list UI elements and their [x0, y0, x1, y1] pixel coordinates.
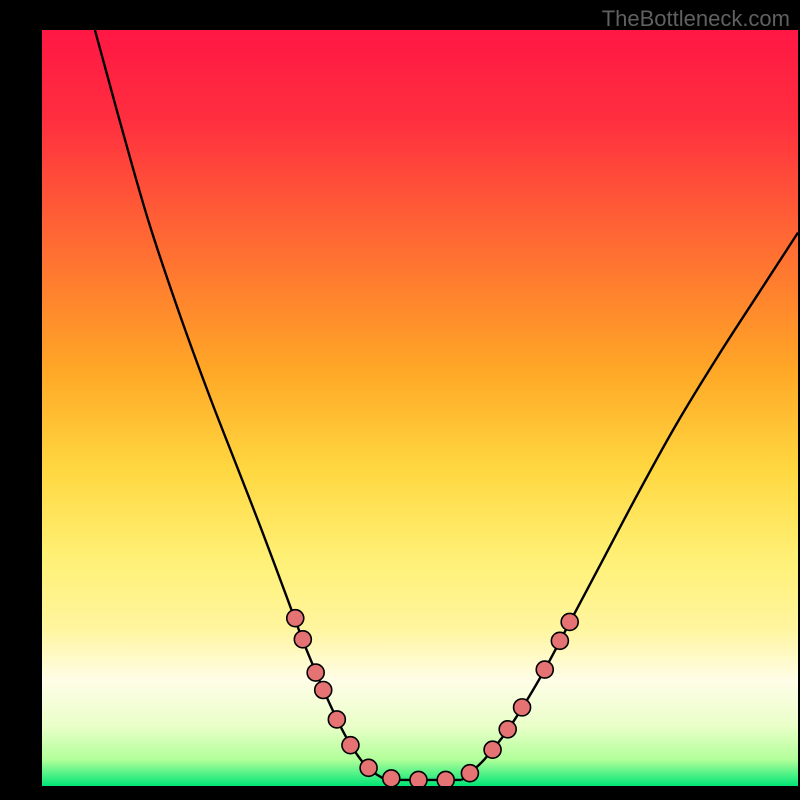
bottleneck-curve: [42, 30, 798, 786]
watermark-text: TheBottleneck.com: [602, 6, 790, 32]
data-point-marker: [484, 741, 501, 758]
data-point-marker: [551, 632, 568, 649]
data-point-marker: [328, 711, 345, 728]
data-point-marker: [287, 610, 304, 627]
data-point-marker: [342, 737, 359, 754]
data-point-marker: [410, 771, 427, 786]
data-point-marker: [499, 721, 516, 738]
data-point-marker: [360, 759, 377, 776]
data-point-marker: [307, 664, 324, 681]
data-point-marker: [383, 770, 400, 786]
data-point-marker: [561, 613, 578, 630]
data-point-marker: [315, 681, 332, 698]
data-point-marker: [437, 771, 454, 786]
plot-area: [42, 30, 798, 786]
data-point-marker: [536, 661, 553, 678]
data-point-marker: [461, 765, 478, 782]
data-point-marker: [514, 699, 531, 716]
data-point-marker: [294, 631, 311, 648]
